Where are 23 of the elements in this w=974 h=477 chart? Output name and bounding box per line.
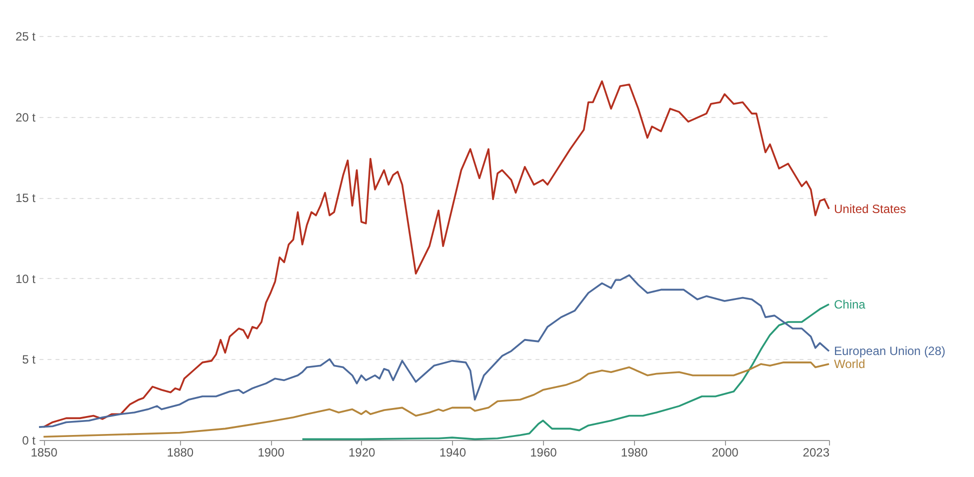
x-tick-label: 1960 [530,446,558,460]
line-series [42,80,830,428]
y-tick-label: 10 t [15,272,36,286]
line-series [42,362,830,438]
series-label: China [834,297,866,312]
y-tick-label: 20 t [15,110,36,124]
x-tick-label: 1920 [348,446,376,460]
line-series [301,303,830,440]
line-series [38,274,830,428]
y-tick-label: 25 t [15,30,36,44]
x-tick-label: 1940 [439,446,466,460]
series-label: European Union (28) [834,344,946,358]
x-tick-label: 1850 [30,446,58,460]
x-tick-label: 1880 [166,446,194,460]
y-tick-label: 0 t [22,434,36,448]
y-tick-label: 5 t [22,352,36,367]
x-tick-label: 1900 [258,446,285,460]
x-tick-label: 1980 [620,446,648,460]
series-label: World [834,357,866,372]
series-label: United States [834,202,906,216]
x-tick-label: 2023 [802,446,830,460]
y-tick-label: 15 t [15,191,36,206]
x-tick-label: 2000 [712,446,739,460]
